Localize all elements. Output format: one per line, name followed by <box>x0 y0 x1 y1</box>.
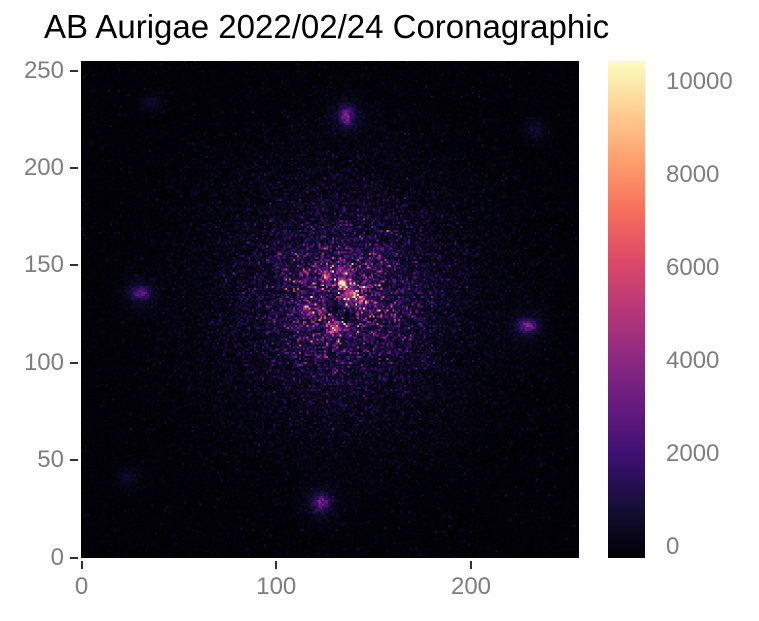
y-tick-mark <box>70 167 78 170</box>
chart-title: AB Aurigae 2022/02/24 Coronagraphic <box>44 8 610 45</box>
colorbar-tick-label: 6000 <box>666 254 720 281</box>
x-tick-label: 0 <box>74 573 89 600</box>
coronagraphic-image <box>81 61 579 558</box>
y-tick-mark <box>70 556 78 559</box>
y-tick-label: 200 <box>23 154 64 182</box>
y-tick-mark <box>70 264 78 267</box>
colorbar-tick-label: 0 <box>666 533 680 560</box>
colorbar-tick-label: 10000 <box>666 68 733 95</box>
x-tick-mark <box>470 561 472 569</box>
x-tick-mark <box>275 561 278 569</box>
x-tick-label: 100 <box>256 573 297 600</box>
colorbar-tick-label: 2000 <box>666 440 720 467</box>
colorbar-tick-label: 4000 <box>666 347 720 374</box>
x-tick-mark <box>80 561 83 569</box>
colorbar-tick-label: 8000 <box>666 161 720 188</box>
y-tick-mark <box>70 69 78 72</box>
y-tick-label: 100 <box>23 348 64 376</box>
y-tick-label: 250 <box>23 56 64 84</box>
y-tick-label: 50 <box>37 446 64 474</box>
y-tick-label: 150 <box>23 251 64 279</box>
colorbar <box>608 61 645 558</box>
y-tick-mark <box>70 361 78 364</box>
y-tick-mark <box>70 459 78 462</box>
y-tick-label: 0 <box>50 543 64 571</box>
x-tick-label: 200 <box>450 573 492 600</box>
